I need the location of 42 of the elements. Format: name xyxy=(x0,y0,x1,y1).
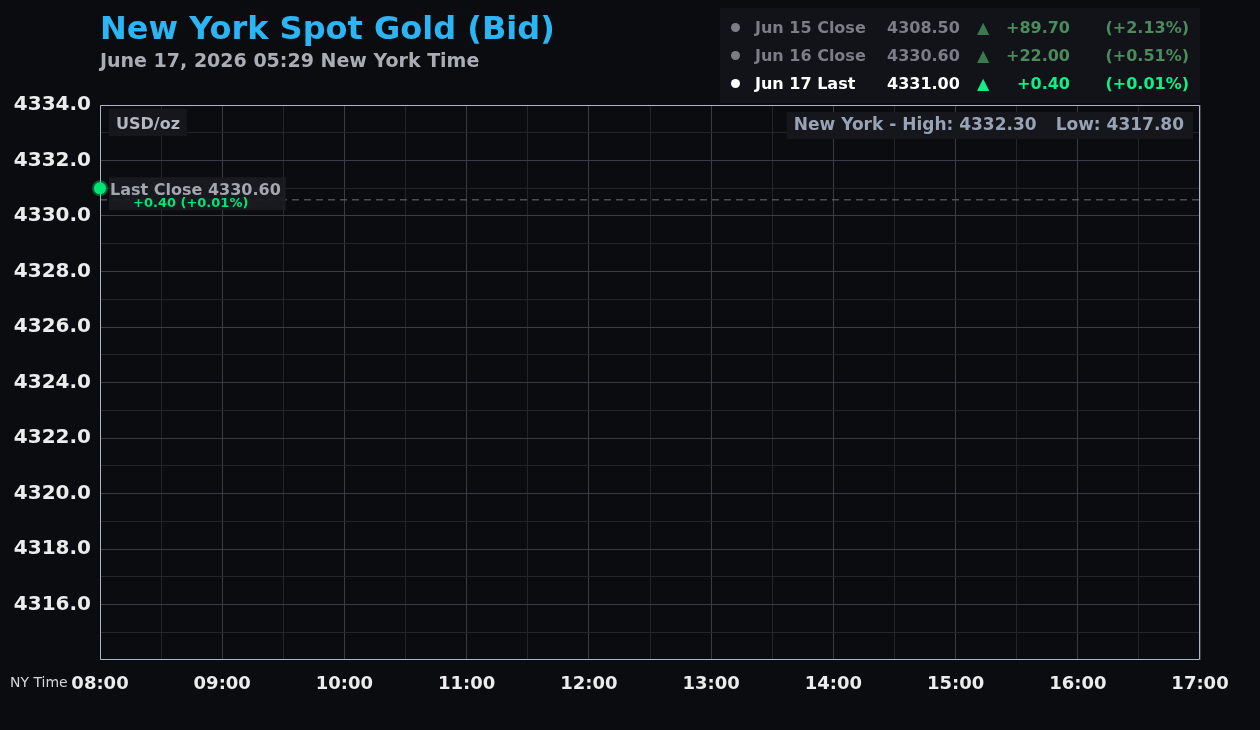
text: ▲ xyxy=(977,17,990,39)
x-axis-title: NY Time xyxy=(10,673,68,690)
y-tick-label: 4320.0 xyxy=(13,479,91,504)
y-tick-label: 4316.0 xyxy=(13,590,91,615)
y-tick-label: 4332.0 xyxy=(13,146,91,171)
x-tick-label: 15:00 xyxy=(926,672,985,694)
chart-subtitle: June 17, 2026 05:29 New York Time xyxy=(100,48,480,72)
x-tick-label: 17:00 xyxy=(1171,672,1229,694)
annotation: Low: 4317.80 xyxy=(1055,114,1185,135)
y-tick-label: 4330.0 xyxy=(13,202,91,227)
annotation: USD/oz xyxy=(116,114,180,134)
text: ▲ xyxy=(977,73,990,95)
text: +0.40 xyxy=(1017,73,1070,95)
y-tick-label: 4326.0 xyxy=(13,313,91,338)
x-tick-label: 09:00 xyxy=(193,672,251,694)
y-tick-label: 4318.0 xyxy=(13,535,91,560)
text: Jun 15 Close xyxy=(755,17,866,39)
annotation: New York - High: 4332.30 xyxy=(793,114,1037,135)
y-tick-label: 4324.0 xyxy=(13,368,91,393)
text: 4308.50 xyxy=(887,17,960,39)
text: Jun 17 Last xyxy=(755,73,856,95)
y-tick-label: 4328.0 xyxy=(13,257,91,282)
x-tick-label: 14:00 xyxy=(804,672,862,694)
text: 4331.00 xyxy=(887,73,960,95)
text: (+0.51%) xyxy=(1105,45,1189,67)
text: +89.70 xyxy=(1005,17,1070,39)
x-tick-label: 16:00 xyxy=(1049,672,1107,694)
text: 4330.60 xyxy=(887,45,960,67)
x-tick-label: 08:00 xyxy=(71,672,129,694)
annotation: +0.40 (+0.01%) xyxy=(133,194,249,210)
chart-title: New York Spot Gold (Bid) xyxy=(100,8,555,48)
text: +22.00 xyxy=(1005,45,1070,67)
text: Jun 16 Close xyxy=(755,45,866,67)
x-tick-label: 12:00 xyxy=(560,672,618,694)
x-tick-label: 10:00 xyxy=(315,672,374,694)
text: (+0.01%) xyxy=(1105,73,1189,95)
x-tick-label: 13:00 xyxy=(682,672,740,694)
text: ▲ xyxy=(977,45,990,67)
y-tick-label: 4322.0 xyxy=(13,424,91,449)
y-tick-label: 4334.0 xyxy=(13,91,91,116)
x-tick-label: 11:00 xyxy=(438,672,496,694)
text: (+2.13%) xyxy=(1105,17,1189,39)
